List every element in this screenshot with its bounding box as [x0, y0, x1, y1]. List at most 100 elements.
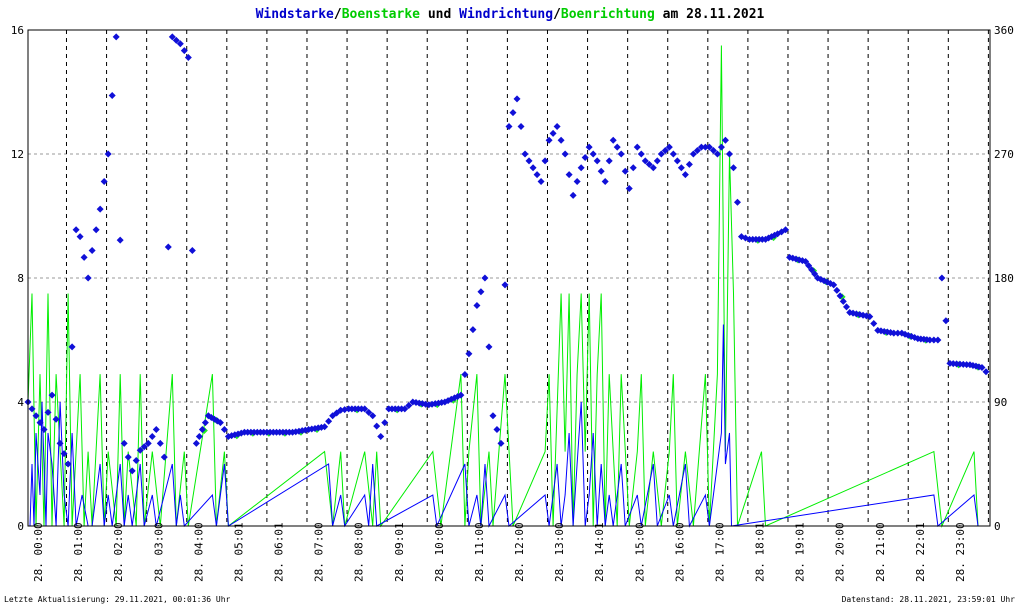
direction-marker — [469, 326, 477, 334]
x-tick-label: 28. 12:00 — [513, 522, 526, 582]
direction-marker — [44, 408, 52, 416]
direction-marker — [709, 147, 717, 155]
direction-marker — [497, 439, 505, 447]
title-date: am 28.11.2021 — [655, 7, 765, 22]
direction-marker — [88, 246, 96, 254]
direction-marker — [733, 198, 741, 206]
direction-marker — [843, 303, 851, 311]
direction-marker — [866, 313, 874, 321]
direction-marker — [381, 419, 389, 427]
x-tick-label: 28. 17:00 — [713, 522, 726, 582]
direction-marker — [545, 136, 553, 144]
direction-marker — [617, 150, 625, 158]
direction-marker — [100, 178, 108, 186]
direction-marker — [120, 439, 128, 447]
direction-marker — [577, 164, 585, 172]
direction-marker — [68, 343, 76, 351]
y-right-tick-label: 90 — [994, 396, 1007, 409]
direction-marker — [689, 150, 697, 158]
direction-marker — [104, 150, 112, 158]
direction-marker — [180, 47, 188, 55]
direction-marker — [321, 423, 329, 431]
direction-marker — [401, 405, 409, 413]
x-tick-label: 28. 15:00 — [633, 522, 646, 582]
x-tick-label: 28. 16:00 — [673, 522, 686, 582]
direction-marker — [601, 178, 609, 186]
direction-marker — [132, 457, 140, 465]
x-tick-label: 28. 00:00 — [32, 522, 45, 582]
y-right-tick-label: 270 — [994, 148, 1014, 161]
direction-marker — [489, 412, 497, 420]
y-axis-left: 0 4 8 12 16 — [11, 24, 25, 533]
direction-marker — [549, 129, 557, 137]
direction-marker — [585, 143, 593, 151]
direction-marker — [325, 417, 333, 425]
direction-marker — [172, 36, 180, 44]
direction-marker — [725, 150, 733, 158]
direction-marker — [144, 439, 152, 447]
direction-marker — [839, 297, 847, 305]
y-left-tick-label: 8 — [17, 272, 24, 285]
direction-marker — [377, 432, 385, 440]
direction-marker — [220, 426, 228, 434]
direction-marker — [811, 270, 819, 278]
direction-marker — [529, 164, 537, 172]
direction-marker — [481, 274, 489, 282]
title-sep-1: / — [334, 7, 342, 22]
direction-marker — [713, 150, 721, 158]
direction-marker — [64, 460, 72, 468]
direction-marker — [830, 281, 838, 289]
x-tick-label: 28. 20:00 — [834, 522, 847, 582]
title-und: und — [420, 7, 459, 22]
direction-marker — [184, 54, 192, 62]
direction-marker — [473, 302, 481, 310]
direction-marker — [164, 243, 172, 251]
direction-marker — [84, 274, 92, 282]
direction-marker — [28, 405, 36, 413]
direction-marker — [729, 164, 737, 172]
direction-marker — [805, 262, 813, 270]
x-tick-label: 28. 13:00 — [553, 522, 566, 582]
direction-marker — [156, 439, 164, 447]
direction-marker — [96, 205, 104, 213]
title-boenrichtung: Boenrichtung — [561, 7, 655, 22]
direction-marker — [870, 319, 878, 327]
direction-marker — [553, 122, 561, 130]
direction-marker — [40, 426, 48, 434]
gust-line — [27, 45, 979, 528]
direction-marker — [625, 184, 633, 192]
direction-marker — [661, 147, 669, 155]
direction-marker — [505, 122, 513, 130]
y-right-tick-label: 180 — [994, 272, 1014, 285]
title-sep-2: / — [553, 7, 561, 22]
direction-marker — [802, 257, 810, 265]
direction-marker — [621, 167, 629, 175]
direction-marker — [565, 171, 573, 179]
direction-marker — [369, 412, 377, 420]
direction-marker — [705, 143, 713, 151]
direction-marker — [633, 143, 641, 151]
direction-marker — [198, 426, 206, 434]
direction-marker — [176, 40, 184, 48]
direction-marker — [677, 164, 685, 172]
direction-marker — [160, 453, 168, 461]
direction-marker — [629, 164, 637, 172]
y-left-tick-label: 12 — [11, 148, 24, 161]
x-tick-label: 28. 19:01 — [794, 522, 807, 582]
direction-marker — [465, 350, 473, 358]
direction-marker — [685, 160, 693, 168]
plot-frame — [27, 29, 991, 527]
wind-series — [29, 324, 979, 528]
direction-marker — [938, 274, 946, 282]
direction-marker — [493, 426, 501, 434]
x-tick-label: 28. 21:00 — [874, 522, 887, 582]
direction-marker — [681, 171, 689, 179]
direction-marker — [701, 143, 709, 151]
direction-marker — [148, 432, 156, 440]
direction-marker — [128, 467, 136, 475]
direction-marker — [557, 136, 565, 144]
direction-marker — [116, 236, 124, 244]
footer-updated: Letzte Aktualisierung: 29.11.2021, 00:01… — [4, 595, 231, 604]
direction-marker — [653, 157, 661, 165]
footer-datastate: Datenstand: 28.11.2021, 23:59:01 Uhr — [842, 595, 1016, 604]
